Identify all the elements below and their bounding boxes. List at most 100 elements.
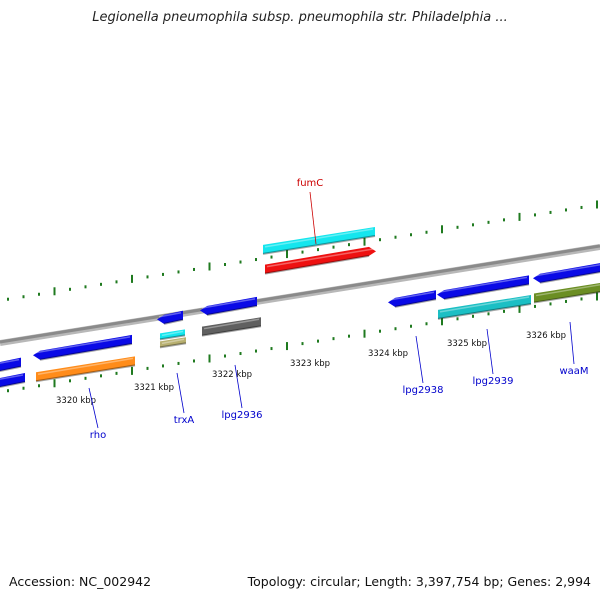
tick-mark: [162, 272, 164, 276]
leader-line: [234, 364, 243, 409]
tick-mark: [487, 220, 490, 224]
gene-arrow-g5: [157, 310, 183, 324]
tick-mark: [53, 379, 56, 388]
tick-mark: [441, 317, 443, 326]
tick-mark: [38, 384, 40, 388]
gene-label-lpg2939: lpg2939: [473, 376, 514, 387]
tick-mark: [115, 371, 118, 375]
gene-shade: [394, 298, 437, 308]
tick-mark: [84, 285, 87, 289]
gene-label-trxA: trxA: [174, 415, 195, 426]
tick-mark: [208, 354, 211, 363]
gene-shade: [201, 325, 262, 337]
tick-mark: [503, 218, 505, 222]
gene-shade: [163, 318, 184, 325]
map-title: Legionella pneumophila subsp. pneumophil…: [92, 10, 508, 25]
gene-highlight: [266, 248, 375, 268]
gene-arrow-fumC: [265, 246, 376, 274]
tick-mark: [580, 297, 583, 301]
tick-mark: [332, 337, 335, 341]
backbone-line: [0, 244, 600, 344]
tick-mark: [69, 379, 71, 383]
gene-arrow-g1: [0, 357, 21, 371]
tick-mark: [177, 270, 180, 274]
gene-shade: [159, 334, 186, 341]
tick-mark: [84, 376, 87, 380]
gene-highlight: [34, 336, 131, 354]
gene-shade: [35, 364, 136, 383]
gene-arrow-g4: [33, 334, 132, 360]
tick-mark: [394, 235, 397, 239]
scale-label: 3325 kbp: [447, 339, 487, 349]
tick-mark: [208, 262, 211, 271]
tick-mark: [53, 287, 56, 296]
tick-mark: [100, 374, 102, 378]
tick-mark: [348, 243, 350, 247]
tick-mark: [270, 347, 273, 351]
genome-backbone: [0, 244, 600, 346]
leader-line: [569, 321, 575, 365]
leader-line: [486, 328, 494, 375]
tick-mark: [394, 327, 397, 331]
tick-mark: [22, 295, 25, 299]
gene-arrow-trxA: [160, 329, 185, 340]
leader-line: [415, 335, 424, 384]
gene-arrow-lpg2936: [202, 317, 261, 336]
tick-mark: [146, 366, 149, 370]
gene-arrow-waaM: [534, 283, 600, 303]
tick-mark: [7, 389, 9, 393]
tick-mark: [224, 263, 226, 266]
gene-arrow-lpg2938: [388, 290, 436, 307]
tick-mark: [131, 366, 133, 375]
tick-mark: [239, 352, 242, 356]
tick-mark: [596, 200, 598, 209]
tick-mark: [549, 210, 552, 214]
scale-labels: 3320 kbp 3321 kbp 3322 kbp 3323 kbp 3324 kbp…: [56, 331, 566, 406]
tick-mark: [425, 322, 428, 326]
tick-mark: [363, 329, 366, 338]
gene-features: [0, 227, 600, 389]
gene-highlight: [0, 358, 20, 364]
tick-mark: [270, 255, 273, 259]
accession-text: Accession: NC_002942: [9, 574, 152, 589]
tick-mark: [146, 275, 149, 279]
gene-shade: [0, 365, 22, 373]
gene-labels: rho trxA lpg2936 fumC lpg2938 lpg2939 waaM: [88, 178, 589, 441]
tick-mark: [456, 317, 459, 321]
tick-mark: [162, 364, 164, 368]
tick-mark: [534, 304, 536, 308]
gene-label-rho: rho: [90, 430, 106, 441]
gene-highlight: [389, 291, 435, 301]
scale-label: 3321 kbp: [134, 383, 174, 393]
gene-arrow-fumC_b: [263, 227, 375, 254]
leader-line: [176, 372, 185, 414]
tick-mark: [115, 280, 118, 284]
scale-label: 3320 kbp: [56, 396, 96, 406]
tick-mark: [596, 292, 598, 301]
tick-mark: [441, 225, 443, 234]
tick-mark: [503, 309, 505, 313]
tick-mark: [239, 260, 242, 264]
upper-dot-track: [7, 200, 598, 301]
tick-mark: [301, 342, 304, 346]
tick-mark: [549, 302, 552, 306]
gene-arrow-rho: [36, 356, 135, 382]
tick-mark: [580, 205, 583, 209]
scale-label: 3324 kbp: [368, 349, 408, 359]
tick-mark: [332, 245, 335, 249]
gene-shade: [39, 342, 133, 361]
topology-text: Topology: circular; Length: 3,397,754 bp…: [247, 574, 591, 589]
tick-mark: [255, 258, 257, 262]
scale-label: 3322 kbp: [212, 370, 252, 380]
tick-mark: [518, 212, 521, 221]
scale-label: 3326 kbp: [526, 331, 566, 341]
gene-highlight: [0, 374, 24, 380]
gene-highlight: [158, 311, 182, 318]
tick-mark: [456, 225, 459, 229]
tick-mark: [363, 237, 366, 246]
gene-shade: [262, 235, 376, 255]
gene-label-fumC: fumC: [297, 178, 324, 189]
gene-label-lpg2938: lpg2938: [403, 385, 444, 396]
gene-highlight: [161, 338, 185, 345]
